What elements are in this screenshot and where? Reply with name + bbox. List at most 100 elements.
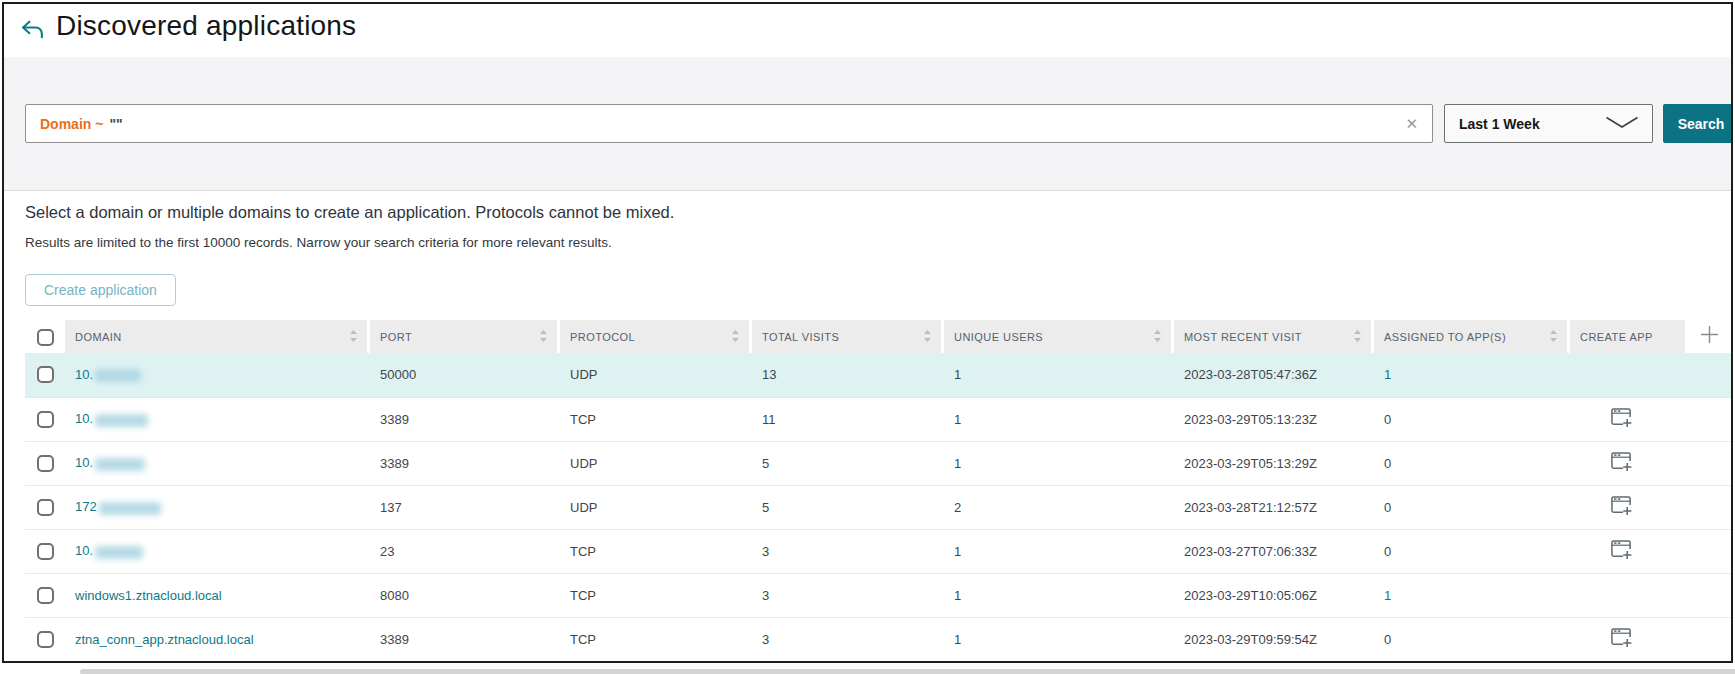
chevron-down-icon (1605, 115, 1639, 133)
table-row: 10. 50000 UDP 13 1 2023-03-28T05:47:36Z … (25, 353, 1731, 397)
total-visits-cell: 3 (752, 529, 944, 573)
search-panel: Domain ~ "" ✕ Last 1 Week Search (4, 57, 1731, 191)
column-header-most-recent-visit[interactable]: MOST RECENT VISIT (1174, 320, 1374, 353)
create-app-icon (1610, 505, 1633, 520)
assigned-apps-cell: 0 (1374, 441, 1570, 485)
column-header-unique-users[interactable]: UNIQUE USERS (944, 320, 1174, 353)
domain-link[interactable]: 10. (75, 543, 143, 558)
redacted-domain (95, 546, 143, 559)
create-application-button[interactable]: Create application (25, 274, 176, 306)
time-range-dropdown[interactable]: Last 1 Week (1444, 104, 1653, 143)
sort-icon[interactable] (1549, 329, 1558, 345)
discovered-applications-window: Discovered applications Domain ~ "" ✕ La… (2, 2, 1733, 663)
page-title: Discovered applications (56, 10, 356, 42)
row-checkbox[interactable] (37, 499, 54, 516)
table-row: 172 137 UDP 5 2 2023-03-28T21:12:57Z 0 (25, 485, 1731, 529)
horizontal-scrollbar[interactable] (80, 669, 1735, 674)
unique-users-cell: 1 (944, 353, 1174, 397)
port-cell: 50000 (370, 353, 560, 397)
assigned-apps-link[interactable]: 1 (1384, 588, 1391, 603)
table-header-row: DOMAIN PORT PROTOCOL TOTAL VISITS UNIQUE… (25, 320, 1731, 353)
domain-link[interactable]: ztna_conn_app.ztnacloud.local (75, 632, 254, 647)
column-header-create-app: CREATE APP (1570, 320, 1688, 353)
unique-users-cell: 1 (944, 397, 1174, 441)
create-app-button[interactable] (1610, 495, 1633, 517)
filter-value: "" (109, 116, 122, 132)
row-checkbox[interactable] (37, 411, 54, 428)
column-header-total-visits[interactable]: TOTAL VISITS (752, 320, 944, 353)
filter-field-label: Domain ~ (40, 116, 103, 132)
add-column-header[interactable] (1688, 320, 1731, 353)
domain-link[interactable]: windows1.ztnacloud.local (75, 588, 222, 603)
total-visits-cell: 13 (752, 353, 944, 397)
instruction-primary: Select a domain or multiple domains to c… (25, 203, 674, 222)
search-button[interactable]: Search (1663, 104, 1733, 143)
port-cell: 3389 (370, 617, 560, 661)
create-app-icon (1610, 549, 1633, 564)
table-row: ztna_conn_app.ztnacloud.local 3389 TCP 3… (25, 617, 1731, 661)
create-app-button[interactable] (1610, 627, 1633, 649)
sort-icon[interactable] (1353, 329, 1362, 345)
assigned-apps-cell: 0 (1374, 485, 1570, 529)
domain-link[interactable]: 10. (75, 367, 141, 382)
row-checkbox[interactable] (37, 543, 54, 560)
port-cell: 3389 (370, 441, 560, 485)
unique-users-cell: 1 (944, 441, 1174, 485)
unique-users-cell: 1 (944, 573, 1174, 617)
total-visits-cell: 11 (752, 397, 944, 441)
port-cell: 3389 (370, 397, 560, 441)
clear-search-icon[interactable]: ✕ (1405, 114, 1418, 134)
protocol-cell: UDP (560, 441, 752, 485)
instruction-secondary: Results are limited to the first 10000 r… (25, 235, 612, 250)
redacted-domain (95, 369, 141, 382)
row-checkbox[interactable] (37, 631, 54, 648)
search-query-input[interactable]: Domain ~ "" ✕ (25, 104, 1433, 143)
title-bar: Discovered applications (4, 4, 1731, 57)
sort-icon[interactable] (349, 329, 358, 345)
sort-icon[interactable] (923, 329, 932, 345)
column-header-port[interactable]: PORT (370, 320, 560, 353)
most-recent-visit-cell: 2023-03-28T21:12:57Z (1174, 485, 1374, 529)
port-cell: 23 (370, 529, 560, 573)
back-button[interactable] (16, 16, 48, 46)
column-header-domain[interactable]: DOMAIN (65, 320, 370, 353)
port-cell: 137 (370, 485, 560, 529)
row-checkbox[interactable] (37, 587, 54, 604)
column-header-protocol[interactable]: PROTOCOL (560, 320, 752, 353)
domain-link[interactable]: 10. (75, 411, 148, 426)
assigned-apps-cell: 0 (1374, 397, 1570, 441)
create-app-icon (1610, 461, 1633, 476)
sort-icon[interactable] (731, 329, 740, 345)
assigned-apps-link[interactable]: 1 (1384, 367, 1391, 382)
total-visits-cell: 5 (752, 441, 944, 485)
unique-users-cell: 1 (944, 617, 1174, 661)
domain-link[interactable]: 172 (75, 499, 161, 514)
discovered-applications-table: DOMAIN PORT PROTOCOL TOTAL VISITS UNIQUE… (25, 320, 1731, 662)
unique-users-cell: 1 (944, 529, 1174, 573)
protocol-cell: TCP (560, 617, 752, 661)
column-header-assigned-to-apps[interactable]: ASSIGNED TO APP(S) (1374, 320, 1570, 353)
assigned-apps-cell: 0 (1374, 529, 1570, 573)
sort-icon[interactable] (1153, 329, 1162, 345)
sort-icon[interactable] (539, 329, 548, 345)
most-recent-visit-cell: 2023-03-29T10:05:06Z (1174, 573, 1374, 617)
most-recent-visit-cell: 2023-03-29T05:13:23Z (1174, 397, 1374, 441)
row-checkbox[interactable] (37, 366, 54, 383)
most-recent-visit-cell: 2023-03-27T07:06:33Z (1174, 529, 1374, 573)
protocol-cell: TCP (560, 573, 752, 617)
create-app-button[interactable] (1610, 407, 1633, 429)
select-all-checkbox[interactable] (37, 329, 54, 346)
create-app-button[interactable] (1610, 451, 1633, 473)
domain-link[interactable]: 10. (75, 455, 145, 470)
protocol-cell: TCP (560, 397, 752, 441)
port-cell: 8080 (370, 573, 560, 617)
add-column-icon[interactable] (1700, 325, 1719, 348)
protocol-cell: TCP (560, 529, 752, 573)
create-app-button[interactable] (1610, 539, 1633, 561)
row-checkbox[interactable] (37, 455, 54, 472)
back-arrow-icon (19, 30, 46, 45)
redacted-domain (95, 414, 148, 427)
create-app-icon (1610, 637, 1633, 652)
unique-users-cell: 2 (944, 485, 1174, 529)
most-recent-visit-cell: 2023-03-28T05:47:36Z (1174, 353, 1374, 397)
